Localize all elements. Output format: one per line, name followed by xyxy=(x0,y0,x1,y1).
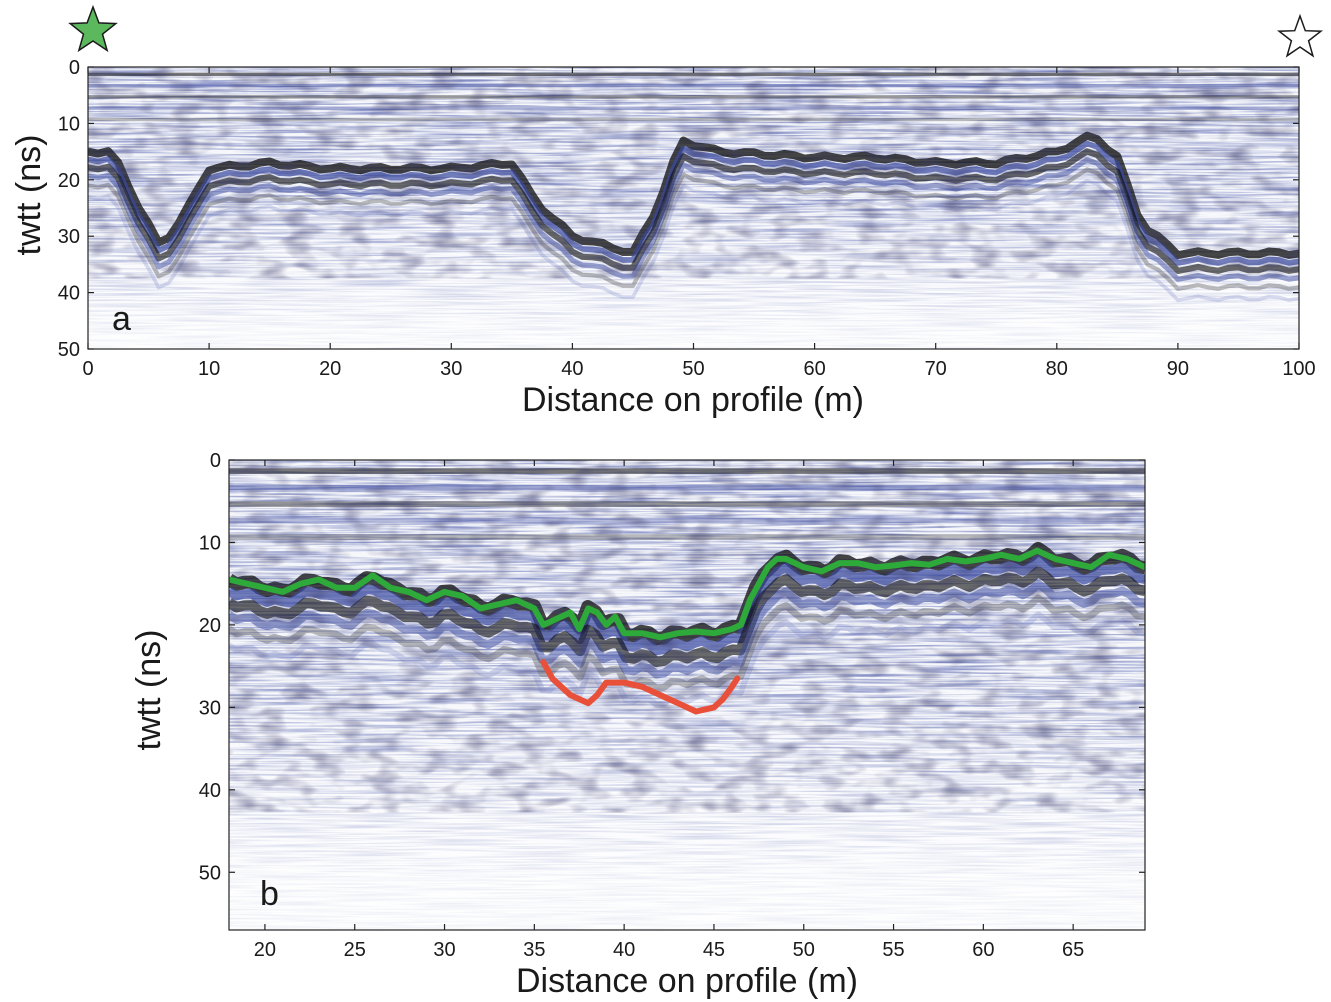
y-tick-label: 10 xyxy=(58,113,80,135)
y-axis-a: 0 10 20 30 40 50 xyxy=(58,57,1299,361)
x-tick-label: 100 xyxy=(1282,358,1315,380)
x-tick-label: 90 xyxy=(1167,358,1189,380)
y-axis-b: 0 10 20 30 40 50 xyxy=(199,450,1145,884)
y-tick-label: 0 xyxy=(69,57,80,79)
x-tick-label: 60 xyxy=(972,939,994,961)
x-axis-label-b: Distance on profile (m) xyxy=(516,962,858,1000)
x-tick-label: 10 xyxy=(198,358,220,380)
radargram-image-b xyxy=(229,460,1145,930)
plot-frame-b xyxy=(228,459,1146,931)
y-tick-label: 30 xyxy=(199,697,221,719)
x-axis-b: 20 25 30 35 40 45 50 55 60 65 xyxy=(254,460,1084,961)
x-tick-label: 20 xyxy=(254,939,276,961)
end-star-icon xyxy=(1277,13,1323,58)
x-axis-label-a: Distance on profile (m) xyxy=(522,381,864,419)
x-tick-label: 0 xyxy=(82,358,93,380)
y-tick-label: 40 xyxy=(199,780,221,802)
y-axis-label-b: twtt (ns) xyxy=(130,630,168,751)
y-axis-label-a: twtt (ns) xyxy=(10,135,48,256)
green-horizon-line xyxy=(229,547,1145,641)
y-tick-label: 40 xyxy=(58,283,80,305)
x-tick-label: 60 xyxy=(803,358,825,380)
x-tick-label: 40 xyxy=(561,358,583,380)
radargram-image-a xyxy=(88,67,1299,349)
x-tick-label: 65 xyxy=(1062,939,1084,961)
x-tick-label: 20 xyxy=(319,358,341,380)
y-tick-label: 20 xyxy=(58,170,80,192)
x-axis-a: 0 10 20 30 40 50 60 70 80 90 100 xyxy=(82,67,1316,380)
x-tick-label: 25 xyxy=(344,939,366,961)
x-tick-label: 40 xyxy=(613,939,635,961)
y-tick-label: 20 xyxy=(199,615,221,637)
x-tick-label: 50 xyxy=(793,939,815,961)
x-tick-label: 35 xyxy=(523,939,545,961)
reflection-texture xyxy=(88,67,1299,279)
y-tick-label: 30 xyxy=(58,226,80,248)
y-tick-label: 50 xyxy=(199,862,221,884)
radargram-panel-a: 0 10 20 30 40 50 60 70 80 90 100 0 10 20 30 40 50 Dista… xyxy=(10,4,1323,419)
y-tick-label: 50 xyxy=(58,339,80,361)
x-tick-label: 30 xyxy=(440,358,462,380)
x-tick-label: 70 xyxy=(925,358,947,380)
panel-label-a: a xyxy=(112,300,131,338)
y-tick-label: 0 xyxy=(210,450,221,472)
start-star-icon xyxy=(68,4,118,53)
x-tick-label: 50 xyxy=(682,358,704,380)
x-tick-label: 30 xyxy=(433,939,455,961)
reflection-texture xyxy=(229,460,1145,813)
x-tick-label: 80 xyxy=(1046,358,1068,380)
x-tick-label: 45 xyxy=(703,939,725,961)
y-tick-label: 10 xyxy=(199,532,221,554)
panel-label-b: b xyxy=(260,875,279,913)
x-tick-label: 55 xyxy=(882,939,904,961)
red-horizon-line xyxy=(540,659,741,715)
radargram-panel-b: 20 25 30 35 40 45 50 55 60 65 0 10 20 30 40 50 Distanc… xyxy=(130,450,1146,1000)
